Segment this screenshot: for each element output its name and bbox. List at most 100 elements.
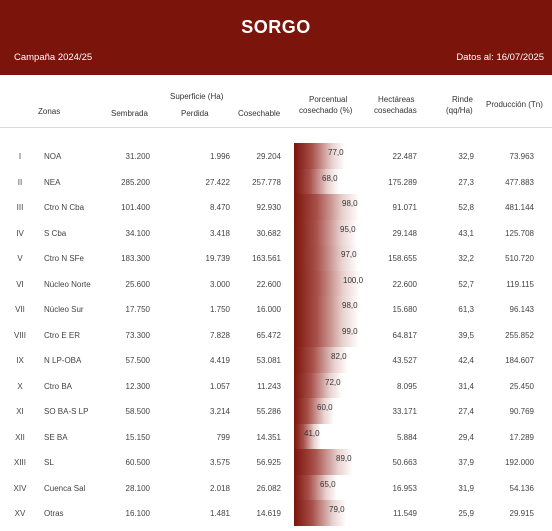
perdida-value: 1.057 [209, 381, 230, 391]
cosechable-value: 53.081 [256, 356, 281, 365]
harvest-percent-label: 89,0 [336, 454, 352, 463]
harvest-percent-label: 98,0 [342, 199, 358, 208]
harvest-percent-bar [294, 449, 353, 475]
rinde-value: 61,3 [458, 305, 474, 314]
table-row: III Ctro N Cba 101.400 8.470 92.930 98,0 91.07… [0, 194, 552, 220]
col-header-porcentual: Porcentual [309, 95, 348, 104]
harvest-percent-bar [294, 372, 342, 398]
cosechable-value: 65.472 [256, 330, 281, 340]
table-row: IX N LP-OBA 57.500 4.419 53.081 82,0 43.527 42,… [0, 347, 552, 373]
col-header-rinde: Rinde [452, 95, 473, 104]
sembrada-value: 101.400 [121, 203, 150, 212]
hectareas-value: 43.527 [392, 356, 417, 365]
produccion-value: 96.143 [509, 305, 534, 314]
harvest-percent-cell: 82,0 [294, 347, 364, 373]
harvest-percent-label: 98,0 [342, 301, 358, 310]
harvest-percent-bar [294, 321, 359, 347]
rinde-value: 43,1 [458, 228, 474, 238]
cosechable-value: 30.682 [256, 228, 281, 238]
zone-number: VIII [13, 330, 26, 340]
cosechable-value: 14.619 [256, 509, 281, 518]
sembrada-value: 17.750 [125, 305, 150, 314]
table-body: I NOA 31.200 1.996 29.204 77,0 22.487 32,9 73.96… [0, 143, 552, 526]
col-header-cosechado: cosechado (%) [299, 106, 353, 115]
harvest-percent-cell: 99,0 [294, 321, 364, 347]
table-row: V Ctro N SFe 183.300 19.739 163.561 97,0 158.6… [0, 245, 552, 271]
produccion-value: 510.720 [505, 254, 534, 263]
table-row: XII SE BA 15.150 799 14.351 41,0 5.884 29,4 17.2… [0, 423, 552, 449]
zone-number: I [18, 152, 22, 161]
zone-number: XII [15, 432, 25, 442]
perdida-value: 4.419 [209, 356, 230, 365]
rinde-value: 37,9 [458, 458, 474, 467]
table-row: XI SO BA-S LP 58.500 3.214 55.286 60,0 33.171 2… [0, 398, 552, 424]
zone-name: Otras [44, 509, 64, 518]
sembrada-value: 15.150 [125, 432, 150, 442]
zone-name: NOA [44, 152, 62, 161]
harvest-percent-bar [294, 423, 321, 449]
table-row: I NOA 31.200 1.996 29.204 77,0 22.487 32,9 73.96… [0, 143, 552, 169]
zone-name: Núcleo Sur [44, 305, 84, 314]
hectareas-value: 22.487 [392, 152, 417, 161]
table-row: X Ctro BA 12.300 1.057 11.243 72,0 8.095 31,4 25… [0, 372, 552, 398]
hectareas-value: 15.680 [392, 305, 417, 314]
produccion-value: 481.144 [505, 203, 534, 212]
produccion-value: 90.769 [509, 407, 534, 416]
zone-name: Cuenca Sal [44, 483, 86, 493]
sembrada-value: 183.300 [121, 254, 150, 263]
hectareas-value: 22.600 [392, 279, 417, 289]
harvest-percent-bar [294, 219, 357, 245]
rinde-value: 27,4 [458, 407, 474, 416]
header-divider [0, 127, 552, 128]
harvest-percent-label: 41,0 [304, 428, 320, 438]
cosechable-value: 257.778 [252, 177, 281, 187]
hectareas-value: 5.884 [396, 432, 417, 442]
table-row: VI Núcleo Norte 25.600 3.000 22.600 100,0 22.6… [0, 270, 552, 296]
hectareas-value: 175.289 [388, 177, 417, 187]
cosechable-value: 22.600 [256, 279, 281, 289]
zone-name: SL [44, 458, 54, 467]
zone-number: III [16, 203, 24, 212]
harvest-percent-bar [294, 270, 360, 296]
col-header-cosechable: Cosechable [238, 109, 281, 118]
harvest-percent-bar [294, 347, 348, 373]
sembrada-value: 60.500 [125, 458, 150, 467]
perdida-value: 19.739 [205, 254, 230, 263]
perdida-value: 7.828 [209, 330, 230, 340]
hectareas-value: 11.549 [393, 509, 417, 518]
harvest-percent-bar [294, 500, 346, 526]
sembrada-value: 16.100 [125, 509, 150, 518]
col-header-rinde-unit: (qq/Ha) [446, 106, 473, 115]
perdida-value: 3.418 [209, 228, 230, 238]
cosechable-value: 16.000 [256, 305, 281, 314]
cosechable-value: 11.243 [257, 381, 281, 391]
col-header-produccion: Producción (Tn) [486, 100, 543, 109]
data-date-label: Datos al: 16/07/2025 [456, 52, 544, 63]
col-header-perdida: Perdida [181, 109, 209, 118]
harvest-percent-label: 100,0 [343, 275, 364, 285]
sembrada-value: 34.100 [125, 228, 150, 238]
col-header-zonas: Zonas [38, 107, 61, 116]
hectareas-value: 33.171 [392, 407, 417, 416]
harvest-percent-cell: 68,0 [294, 168, 364, 194]
zone-number: IX [16, 356, 24, 365]
rinde-value: 39,5 [458, 330, 474, 340]
harvest-percent-cell: 89,0 [294, 449, 364, 475]
harvest-percent-cell: 98,0 [294, 194, 364, 220]
zone-name: Ctro N Cba [44, 203, 85, 212]
produccion-value: 73.963 [509, 152, 534, 161]
produccion-value: 255.852 [505, 330, 534, 340]
harvest-percent-bar [294, 296, 359, 322]
harvest-percent-bar [294, 168, 339, 194]
rinde-value: 52,8 [458, 203, 474, 212]
sembrada-value: 285.200 [121, 177, 150, 187]
harvest-percent-label: 95,0 [340, 224, 356, 234]
campaign-label: Campaña 2024/25 [14, 52, 93, 63]
harvest-percent-cell: 41,0 [294, 423, 364, 449]
perdida-value: 3.214 [209, 407, 230, 416]
harvest-percent-bar [294, 245, 358, 271]
zone-number: VII [15, 305, 25, 314]
report-header: SORGO Campaña 2024/25 Datos al: 16/07/20… [0, 0, 552, 75]
produccion-value: 184.607 [505, 356, 534, 365]
col-header-cosechadas: cosechadas [374, 106, 417, 115]
